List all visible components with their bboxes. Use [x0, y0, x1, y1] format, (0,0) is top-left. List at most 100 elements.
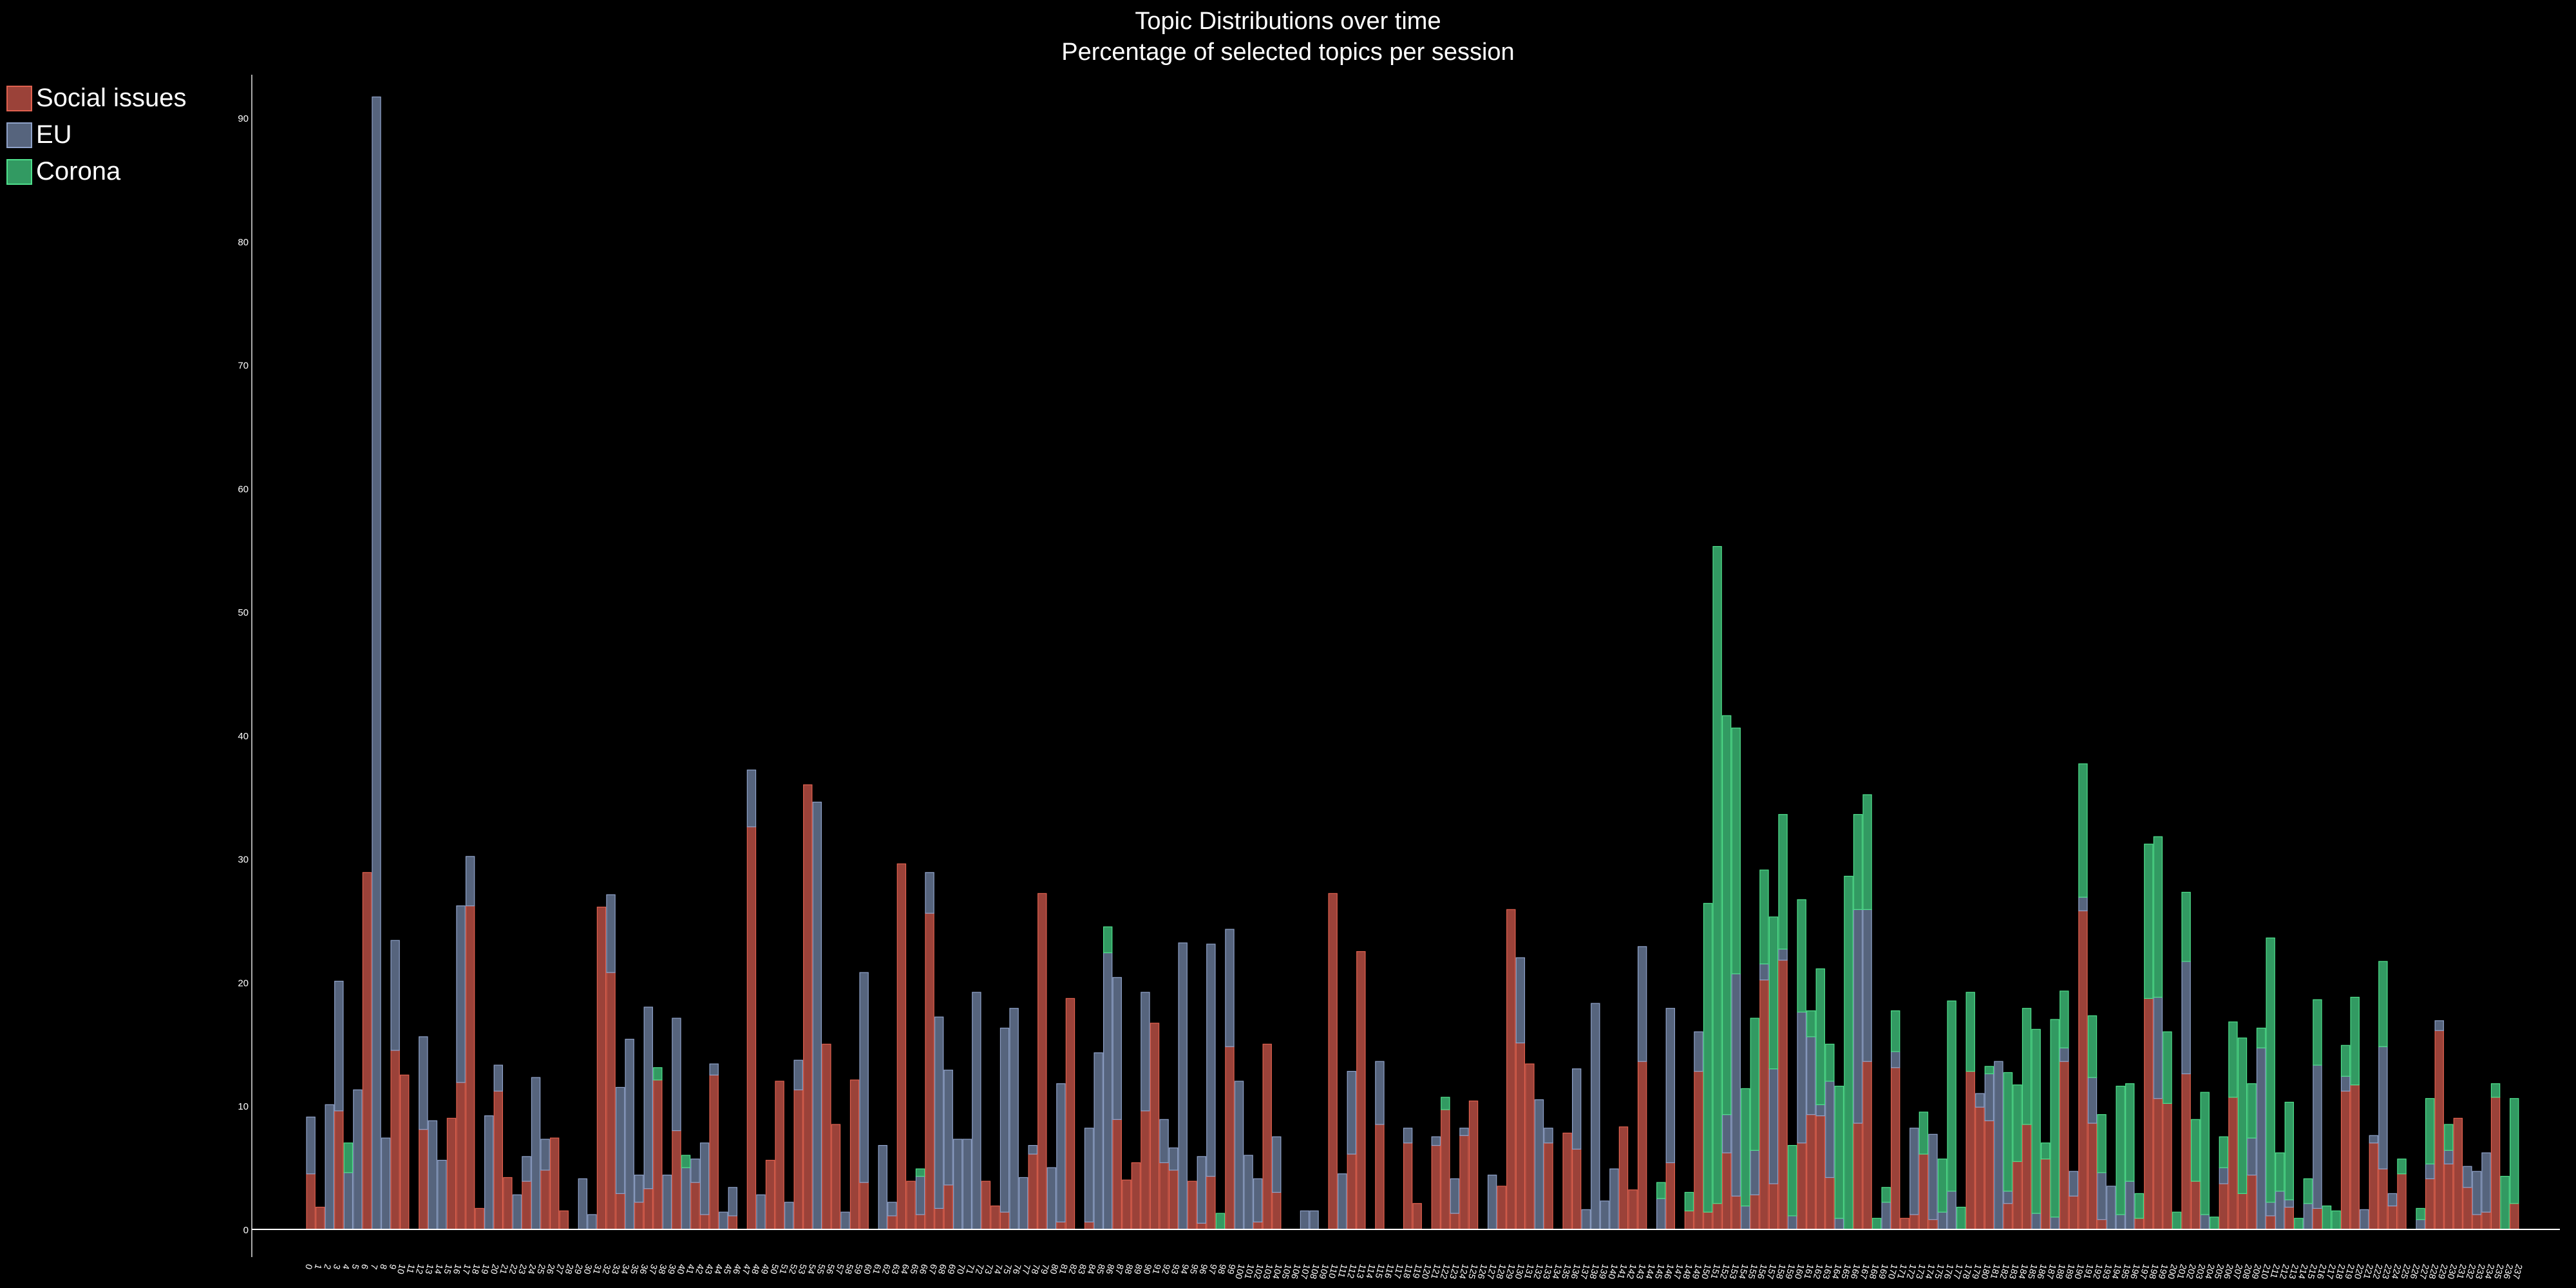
- bar-segment-social-issues: [1562, 1132, 1572, 1230]
- bar-segment-social-issues: [2069, 1195, 2079, 1230]
- x-tick-label: 153: [1727, 1263, 1741, 1280]
- bar-segment-eu: [1975, 1093, 1985, 1108]
- x-tick-label: 50: [768, 1263, 781, 1275]
- x-tick-label: 35: [629, 1263, 641, 1275]
- x-tick-label: 152: [1718, 1263, 1732, 1280]
- bar-segment-eu: [643, 1007, 653, 1189]
- bar-segment-eu: [1778, 949, 1788, 961]
- x-tick-label: 76: [1010, 1263, 1023, 1275]
- bar-segment-corona: [2087, 1015, 2098, 1078]
- bar-segment-corona: [1656, 1182, 1666, 1199]
- x-tick-label: 53: [796, 1263, 809, 1275]
- bar-segment-social-issues: [2350, 1084, 2360, 1230]
- x-tick-label: 57: [833, 1263, 846, 1275]
- bar-segment-social-issues: [2387, 1205, 2398, 1230]
- x-tick-label: 132: [1531, 1263, 1546, 1280]
- x-tick-label: 237: [2511, 1263, 2525, 1280]
- bar-segment-social-issues: [1853, 1122, 1863, 1230]
- bar-segment-corona: [2060, 990, 2069, 1048]
- x-tick-label: 229: [2436, 1263, 2450, 1280]
- bar-segment-social-issues: [672, 1130, 681, 1230]
- bar-segment-social-issues: [1637, 1061, 1647, 1230]
- bar-segment-eu: [1797, 1011, 1806, 1144]
- bar-segment-eu: [325, 1104, 334, 1230]
- bar-segment-corona: [1891, 1010, 1900, 1052]
- x-tick-label: 48: [750, 1263, 762, 1275]
- bar-segment-social-issues: [1684, 1210, 1694, 1230]
- x-tick-label: 193: [2101, 1263, 2115, 1280]
- bar-segment-social-issues: [2097, 1219, 2107, 1230]
- bar-segment-eu: [1103, 952, 1113, 1230]
- bar-segment-social-issues: [1188, 1180, 1197, 1230]
- x-tick-label: 85: [1095, 1263, 1108, 1275]
- x-tick-label: 56: [824, 1263, 837, 1275]
- bar-segment-eu: [1046, 1167, 1057, 1230]
- bar-segment-social-issues: [2078, 910, 2088, 1230]
- x-tick-label: 224: [2390, 1263, 2404, 1280]
- x-tick-label: 204: [2203, 1263, 2217, 1280]
- bar-segment-eu: [2275, 1190, 2285, 1230]
- bar-segment-corona: [915, 1168, 925, 1177]
- x-tick-label: 232: [2464, 1263, 2478, 1280]
- x-tick-label: 75: [1001, 1263, 1014, 1275]
- x-tick-label: 12: [414, 1263, 427, 1275]
- x-tick-label: 20: [489, 1263, 502, 1275]
- bar-segment-eu: [681, 1167, 691, 1230]
- bar-segment-eu: [1947, 1190, 1956, 1230]
- bar-segment-corona: [1937, 1159, 1947, 1213]
- bar-segment-corona: [681, 1155, 691, 1168]
- bar-segment-eu: [2463, 1166, 2472, 1188]
- x-tick-label: 123: [1448, 1263, 1462, 1280]
- x-tick-label: 14: [433, 1263, 446, 1275]
- x-tick-label: 236: [2501, 1263, 2515, 1280]
- bar-segment-social-issues: [1628, 1189, 1638, 1230]
- bar-segment-eu: [1891, 1051, 1900, 1068]
- bar-segment-corona: [343, 1142, 354, 1173]
- x-tick-label: 221: [2362, 1263, 2376, 1280]
- bar-segment-social-issues: [2472, 1214, 2482, 1230]
- x-tick-label: 216: [2315, 1263, 2329, 1280]
- bar-segment-social-issues: [1141, 1110, 1150, 1230]
- x-tick-label: 98: [1216, 1263, 1229, 1275]
- bar-segment-social-issues: [1150, 1023, 1160, 1230]
- x-tick-label: 38: [656, 1263, 669, 1275]
- bar-segment-social-issues: [859, 1182, 869, 1230]
- bar-segment-eu: [719, 1211, 728, 1230]
- bar-segment-social-issues: [2425, 1178, 2435, 1230]
- x-tick-label: 65: [908, 1263, 921, 1275]
- x-tick-label: 173: [1914, 1263, 1928, 1280]
- x-tick-label: 32: [600, 1263, 613, 1275]
- bar-segment-corona: [1750, 1018, 1760, 1151]
- x-tick-label: 145: [1653, 1263, 1667, 1280]
- bar-segment-social-issues: [1712, 1203, 1722, 1230]
- bar-segment-corona: [2500, 1175, 2510, 1230]
- x-tick-label: 52: [787, 1263, 800, 1275]
- x-tick-label: 231: [2455, 1263, 2469, 1280]
- y-tick-label: 70: [238, 361, 249, 372]
- x-tick-label: 30: [582, 1263, 594, 1275]
- bar-segment-social-issues: [1525, 1063, 1535, 1230]
- bar-segment-corona: [2313, 999, 2322, 1066]
- x-tick-label: 223: [2380, 1263, 2394, 1280]
- x-tick-label: 175: [1933, 1263, 1947, 1280]
- bar-segment-eu: [859, 972, 869, 1183]
- x-tick-labels: 0123456789101112131415161718192021222324…: [303, 1263, 2524, 1280]
- bar-segment-social-issues: [465, 905, 475, 1230]
- bar-segment-social-issues: [1468, 1100, 1479, 1230]
- bar-segment-corona: [2200, 1092, 2210, 1215]
- bar-segment-corona: [1862, 794, 1872, 910]
- y-tick-label: 30: [238, 855, 249, 866]
- bar-segment-social-issues: [831, 1124, 841, 1230]
- x-tick-label: 105: [1280, 1263, 1294, 1280]
- bar-segment-corona: [1834, 1085, 1844, 1219]
- bar-segment-corona: [1441, 1097, 1450, 1110]
- bar-segment-social-issues: [1618, 1126, 1629, 1230]
- legend-label: Social issues: [36, 84, 187, 112]
- x-tick-label: 176: [1942, 1263, 1956, 1280]
- bar-segment-social-issues: [1028, 1153, 1037, 1230]
- bar-segment-social-issues: [1768, 1183, 1779, 1230]
- bar-segment-corona: [2490, 1083, 2501, 1098]
- x-tick-label: 73: [983, 1263, 996, 1275]
- bar-segment-social-issues: [2144, 998, 2154, 1230]
- x-tick-label: 226: [2408, 1263, 2422, 1280]
